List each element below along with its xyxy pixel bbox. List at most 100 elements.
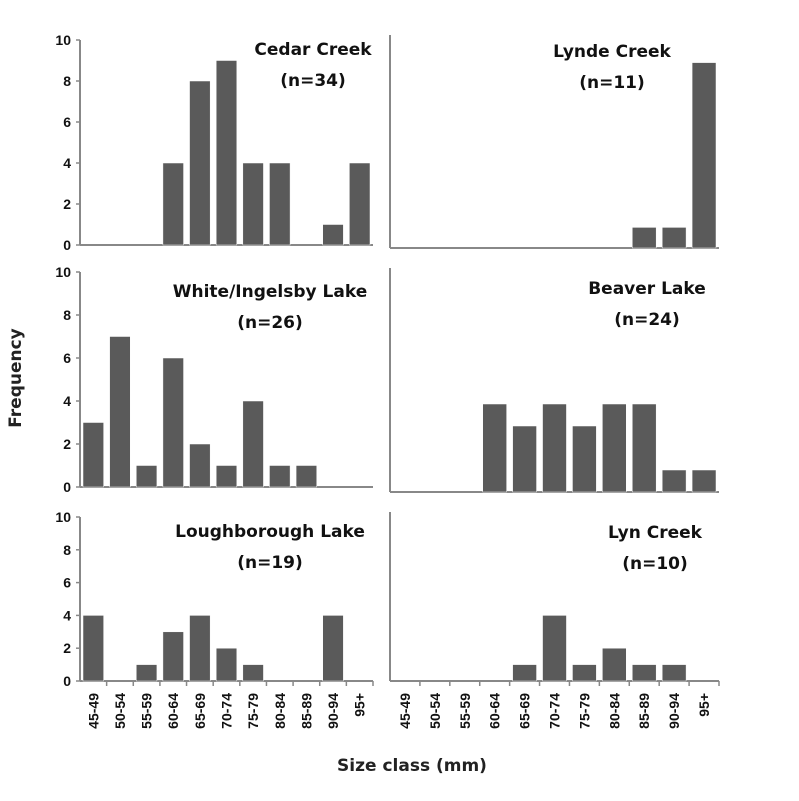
bar-70-74: [215, 60, 238, 246]
x-tick-label: 95+: [352, 693, 368, 717]
x-tick-label: 70-74: [547, 693, 563, 729]
bar-65-69: [512, 425, 537, 493]
y-tick-label: 6: [63, 575, 71, 591]
x-tick-label: 90-94: [325, 693, 341, 729]
y-tick-label: 2: [63, 436, 71, 452]
bar-75-79: [572, 664, 597, 682]
bar-55-59: [136, 465, 158, 488]
x-tick-label: 55-59: [457, 693, 473, 729]
panel-title: Cedar Creek: [254, 40, 372, 60]
panel-sample-size: (n=10): [622, 554, 688, 574]
x-axis-title: Size class (mm): [337, 756, 487, 776]
panel-sample-size: (n=11): [579, 73, 645, 93]
y-tick-label: 4: [63, 607, 71, 623]
bar-95+: [691, 62, 717, 249]
panel-title: Beaver Lake: [588, 279, 706, 299]
bar-90-94: [322, 615, 344, 682]
bar-60-64: [482, 403, 507, 493]
bar-70-74: [215, 647, 238, 682]
y-tick-label: 4: [63, 393, 71, 409]
panel-lynde-creek: Lynde Creek (n=11): [389, 35, 719, 249]
y-tick-label: 0: [63, 237, 71, 253]
y-axis-title: Frequency: [6, 328, 26, 428]
panel-white-ingelsby-lake: 0 2 4 6 8 10 White/Ingelsby Lake (n=26): [55, 264, 373, 495]
panel-title: White/Ingelsby Lake: [173, 282, 367, 302]
bar-85-89: [632, 664, 657, 682]
bar-80-84: [269, 162, 291, 246]
bar-75-79: [242, 664, 264, 682]
x-tick-label: 80-84: [272, 693, 288, 729]
x-tick-label: 60-64: [165, 693, 181, 729]
bar-90-94: [661, 469, 687, 493]
bar-95+: [691, 469, 717, 493]
x-tick-label: 65-69: [517, 693, 533, 729]
x-tick-label: 95+: [696, 693, 712, 717]
bar-65-69: [189, 80, 211, 246]
panel-sample-size: (n=24): [614, 310, 680, 330]
bar-45-49: [82, 422, 104, 488]
y-tick-label: 2: [63, 640, 71, 656]
x-tick-label: 70-74: [219, 693, 235, 729]
bar-80-84: [602, 647, 627, 682]
bar-65-69: [189, 615, 211, 682]
x-tick-label: 75-79: [576, 693, 592, 729]
bar-90-94: [661, 664, 687, 682]
bar-90-94: [322, 224, 344, 246]
panel-lyn-creek: 45-49 50-54 55-59 60-64 65-69 70-74 75-79 80-84…: [389, 512, 720, 729]
bar-75-79: [242, 400, 264, 488]
bar-95+: [349, 162, 371, 246]
panel-title: Lynde Creek: [553, 42, 671, 62]
bar-85-89: [295, 465, 317, 488]
bar-80-84: [602, 403, 627, 493]
panel-sample-size: (n=19): [237, 553, 303, 573]
y-tick-label: 10: [55, 509, 71, 525]
y-tick-label: 0: [63, 673, 71, 689]
bar-60-64: [162, 631, 184, 682]
y-tick-label: 10: [55, 32, 71, 48]
bar-50-54: [109, 336, 131, 488]
bar-85-89: [632, 403, 657, 493]
y-tick-label: 8: [63, 73, 71, 89]
bar-65-69: [512, 664, 537, 682]
panel-title: Lyn Creek: [608, 523, 703, 543]
bar-70-74: [542, 403, 567, 493]
bar-80-84: [269, 465, 291, 488]
y-tick-label: 8: [63, 307, 71, 323]
y-tick-label: 8: [63, 542, 71, 558]
x-tick-label: 65-69: [192, 693, 208, 729]
bar-75-79: [572, 425, 597, 493]
y-tick-label: 2: [63, 196, 71, 212]
y-tick-label: 0: [63, 479, 71, 495]
panel-cedar-creek: 0 2 4 6 8 10 Cedar Creek (n=34): [55, 32, 373, 253]
panel-beaver-lake: Beaver Lake (n=24): [389, 268, 719, 493]
y-tick-label: 10: [55, 264, 71, 280]
bar-55-59: [136, 664, 158, 682]
bar-65-69: [189, 443, 211, 488]
bar-45-49: [82, 615, 104, 682]
panel-sample-size: (n=26): [237, 313, 303, 333]
y-tick-label: 6: [63, 114, 71, 130]
x-tick-label: 90-94: [666, 693, 682, 729]
bar-70-74: [215, 465, 238, 488]
bar-75-79: [242, 162, 264, 246]
x-tick-label: 60-64: [487, 693, 503, 729]
bar-60-64: [162, 162, 184, 246]
x-tick-label: 45-49: [85, 693, 101, 729]
x-tick-label: 50-54: [427, 693, 443, 729]
x-tick-label: 85-89: [298, 693, 314, 729]
x-tick-label: 80-84: [606, 693, 622, 729]
x-tick-label: 45-49: [397, 693, 413, 729]
panel-sample-size: (n=34): [280, 71, 346, 91]
bar-60-64: [162, 357, 184, 488]
panel-title: Loughborough Lake: [175, 522, 365, 542]
bar-90-94: [661, 227, 687, 249]
panel-loughborough-lake: 0 2 4 6 8 10 45-49 50-54 55-59 60-64 65-69 70-74 75-…: [55, 509, 374, 729]
bar-70-74: [542, 615, 567, 682]
y-tick-label: 4: [63, 155, 71, 171]
y-tick-label: 6: [63, 350, 71, 366]
x-tick-label: 75-79: [245, 693, 261, 729]
x-tick-label: 50-54: [112, 693, 128, 729]
bar-85-89: [632, 227, 657, 249]
x-tick-label: 55-59: [139, 693, 155, 729]
